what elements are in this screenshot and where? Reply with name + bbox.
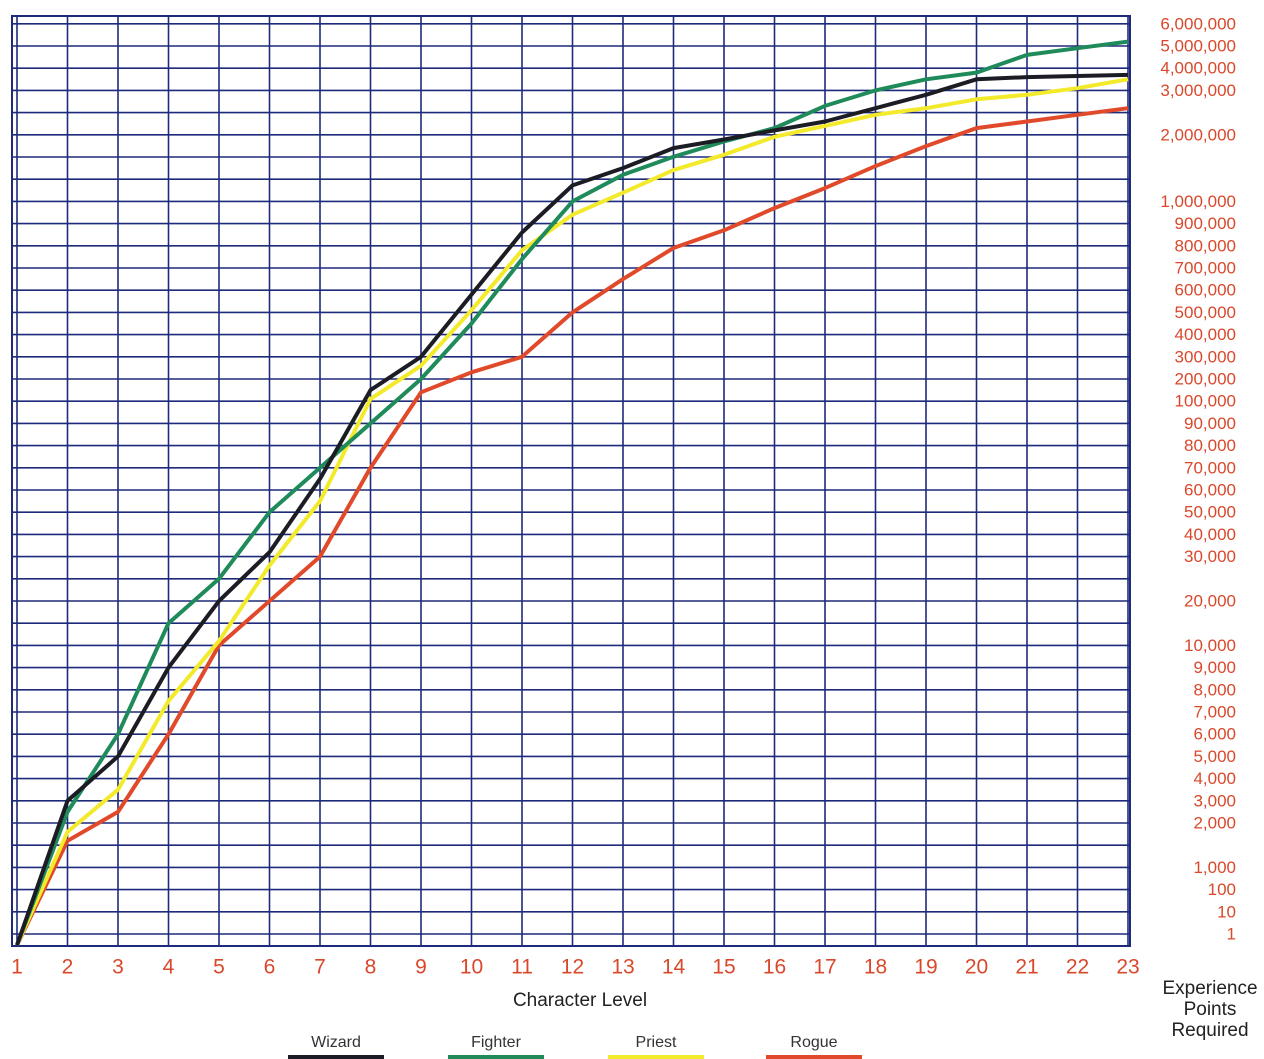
y-tick-label: 3,000,000 bbox=[1160, 81, 1236, 100]
x-tick-label: 6 bbox=[264, 956, 276, 979]
legend-label: Wizard bbox=[311, 1034, 361, 1051]
y-tick-label: 80,000 bbox=[1184, 436, 1236, 455]
y-tick-label: 1 bbox=[1227, 924, 1236, 943]
y-tick-label: 2,000,000 bbox=[1160, 125, 1236, 144]
y-tick-label: 3,000 bbox=[1193, 791, 1236, 810]
y-tick-label: 6,000 bbox=[1193, 725, 1236, 744]
y-tick-label: 200,000 bbox=[1175, 369, 1236, 388]
x-tick-label: 9 bbox=[415, 956, 427, 979]
x-tick-label: 5 bbox=[213, 956, 225, 979]
x-tick-label: 1 bbox=[11, 956, 23, 979]
x-tick-label: 17 bbox=[813, 956, 836, 979]
y-tick-label: 4,000 bbox=[1193, 769, 1236, 788]
x-tick-label: 14 bbox=[662, 956, 686, 979]
y-tick-label: 400,000 bbox=[1175, 325, 1236, 344]
x-tick-label: 20 bbox=[965, 956, 988, 979]
series-line bbox=[15, 77, 1129, 946]
y-tick-label: 40,000 bbox=[1184, 525, 1236, 544]
x-tick-label: 23 bbox=[1116, 956, 1139, 979]
legend-label: Rogue bbox=[790, 1034, 838, 1051]
x-tick-label: 12 bbox=[561, 956, 584, 979]
y-tick-label: 500,000 bbox=[1175, 303, 1236, 322]
x-tick-label: 21 bbox=[1015, 956, 1038, 979]
y-tick-label: 10,000 bbox=[1184, 636, 1236, 655]
y-tick-label: 20,000 bbox=[1184, 591, 1236, 610]
series-line bbox=[15, 106, 1129, 946]
y-tick-label: 800,000 bbox=[1175, 236, 1236, 255]
y-tick-label: 8,000 bbox=[1193, 680, 1236, 699]
y-tick-label: 9,000 bbox=[1193, 658, 1236, 677]
x-tick-label: 7 bbox=[314, 956, 326, 979]
x-tick-label: 13 bbox=[611, 956, 634, 979]
x-tick-label: 4 bbox=[163, 956, 175, 979]
y-tick-label: 5,000,000 bbox=[1160, 36, 1236, 55]
x-tick-label: 15 bbox=[712, 956, 735, 979]
x-tick-label: 10 bbox=[460, 956, 483, 979]
y-tick-label: 1,000 bbox=[1193, 858, 1236, 877]
x-tick-label: 22 bbox=[1066, 956, 1089, 979]
y-tick-label: 5,000 bbox=[1193, 747, 1236, 766]
y-tick-label: 60,000 bbox=[1184, 480, 1236, 499]
y-tick-label: 100,000 bbox=[1175, 392, 1236, 411]
series-line bbox=[15, 39, 1129, 946]
legend-label: Priest bbox=[635, 1034, 677, 1051]
x-axis-label: Character Level bbox=[512, 990, 648, 1011]
y-tick-label: 600,000 bbox=[1175, 281, 1236, 300]
y-tick-label: 50,000 bbox=[1184, 503, 1236, 522]
y-tick-label: 900,000 bbox=[1175, 214, 1236, 233]
y-tick-label: 700,000 bbox=[1175, 258, 1236, 277]
y-tick-label: 2,000 bbox=[1193, 813, 1236, 832]
x-tick-label: 8 bbox=[365, 956, 377, 979]
y-tick-label: 6,000,000 bbox=[1160, 14, 1236, 33]
y-tick-label: 70,000 bbox=[1184, 458, 1236, 477]
legend-label: Fighter bbox=[471, 1034, 521, 1051]
x-tick-label: 3 bbox=[112, 956, 124, 979]
y-tick-label: 10 bbox=[1217, 902, 1236, 921]
series-line bbox=[15, 72, 1129, 946]
y-tick-label: 100 bbox=[1208, 880, 1236, 899]
x-tick-label: 18 bbox=[864, 956, 887, 979]
y-tick-label: 30,000 bbox=[1184, 547, 1236, 566]
y-tick-label: 90,000 bbox=[1184, 414, 1236, 433]
y-tick-label: 7,000 bbox=[1193, 702, 1236, 721]
y-axis-label: Experience Points Required bbox=[1162, 978, 1258, 1041]
y-tick-label: 300,000 bbox=[1175, 347, 1236, 366]
x-tick-label: 16 bbox=[763, 956, 786, 979]
x-tick-label: 11 bbox=[511, 956, 533, 979]
y-tick-label: 1,000,000 bbox=[1160, 192, 1236, 211]
y-tick-label: 4,000,000 bbox=[1160, 59, 1236, 78]
x-tick-label: 2 bbox=[62, 956, 74, 979]
x-tick-label: 19 bbox=[914, 956, 937, 979]
plot-frame bbox=[11, 15, 1131, 947]
